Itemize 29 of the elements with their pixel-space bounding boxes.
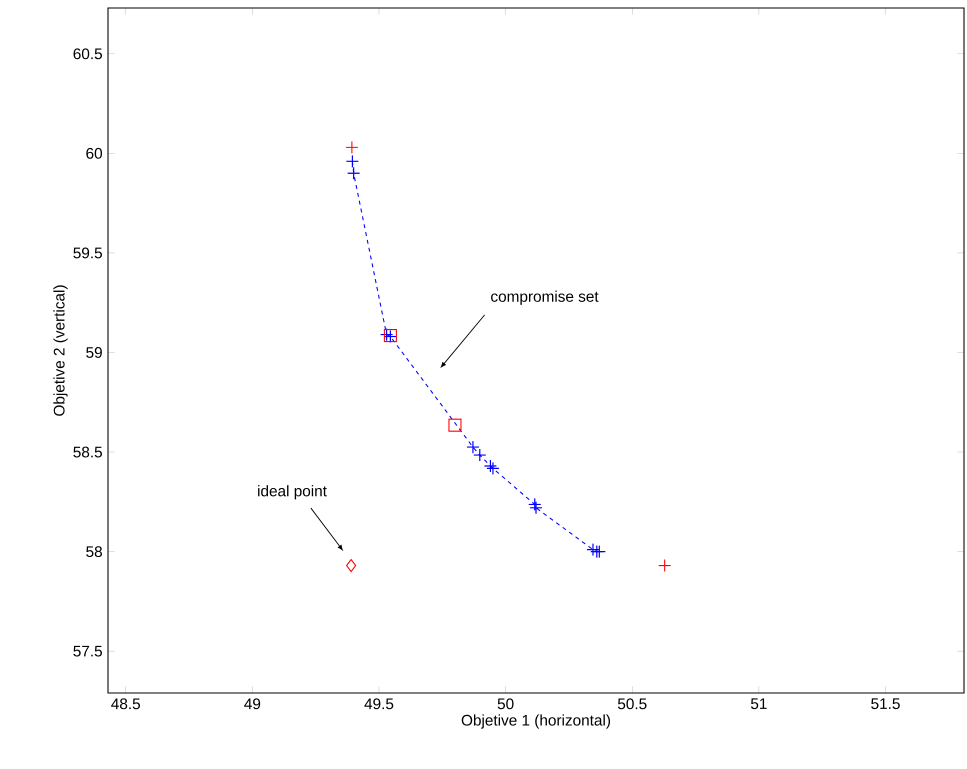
point — [448, 418, 462, 432]
x-tick-label: 49.5 — [364, 698, 394, 710]
x-tick-label: 50 — [498, 698, 514, 710]
x-tick-label: 51.5 — [871, 698, 900, 710]
y-tick-label: 58 — [86, 546, 102, 558]
y-tick-label: 58.5 — [73, 446, 102, 458]
y-tick-label: 57.5 — [73, 646, 102, 657]
point — [484, 459, 498, 473]
point — [346, 154, 359, 168]
y-tick-label: 59 — [86, 347, 102, 358]
x-tick-label: 50.5 — [618, 698, 647, 710]
y-tick-label: 60.5 — [74, 48, 102, 60]
y-axis-title: Objetive 2 (vertical) — [53, 285, 68, 416]
annotation: ideal point — [258, 485, 327, 500]
y-tick-label: 60 — [86, 148, 102, 159]
x-axis-title: Objetive 1 (horizontal) — [462, 714, 610, 729]
x-tick-label: 51 — [750, 698, 767, 710]
point — [346, 559, 356, 572]
y-tick-label: 59.5 — [73, 247, 102, 258]
point — [586, 543, 600, 556]
point — [529, 501, 543, 514]
point — [347, 166, 360, 180]
point — [486, 462, 500, 475]
point — [592, 545, 606, 558]
x-tick-label: 48.5 — [111, 698, 140, 710]
point — [380, 328, 394, 342]
point — [528, 498, 542, 512]
x-tick-label: 49 — [244, 698, 260, 710]
annotation: compromise set — [491, 290, 599, 305]
